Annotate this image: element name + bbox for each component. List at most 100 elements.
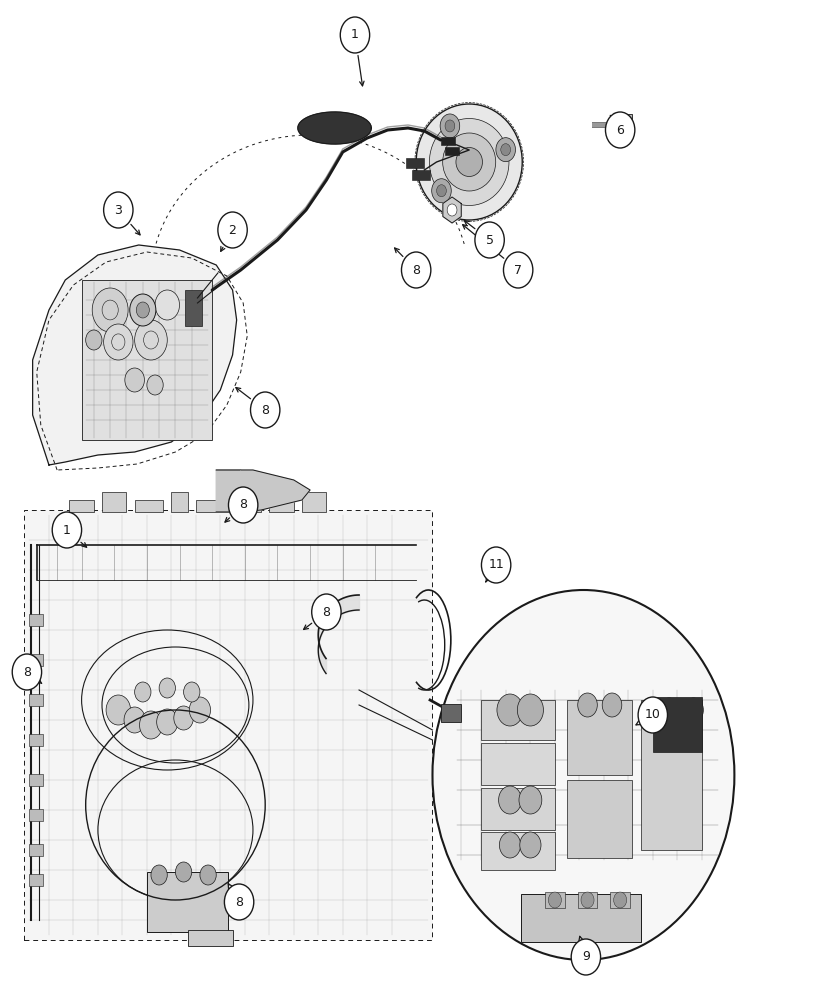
Circle shape — [175, 862, 192, 882]
Polygon shape — [443, 197, 461, 223]
Bar — [481, 832, 555, 870]
Circle shape — [218, 212, 247, 248]
Circle shape — [659, 698, 679, 722]
Circle shape — [189, 697, 211, 723]
Text: 5: 5 — [486, 233, 494, 246]
Circle shape — [519, 786, 542, 814]
Bar — [147, 872, 228, 932]
Bar — [82, 280, 212, 440]
Circle shape — [147, 375, 163, 395]
Bar — [29, 654, 43, 666]
Circle shape — [614, 892, 627, 908]
Ellipse shape — [416, 104, 522, 220]
Text: 8: 8 — [322, 605, 330, 618]
Bar — [269, 500, 294, 512]
Bar — [24, 510, 432, 940]
Bar — [623, 114, 632, 136]
Circle shape — [104, 192, 133, 228]
Bar — [545, 892, 565, 908]
Circle shape — [200, 865, 216, 885]
Bar — [302, 492, 326, 512]
Bar — [441, 137, 455, 145]
Circle shape — [12, 654, 42, 690]
Circle shape — [503, 252, 533, 288]
Bar — [29, 614, 43, 626]
Bar — [481, 700, 555, 740]
Text: 9: 9 — [582, 950, 590, 964]
Bar — [445, 147, 459, 155]
Circle shape — [447, 204, 457, 216]
Bar — [481, 743, 555, 785]
Circle shape — [481, 547, 511, 583]
Circle shape — [151, 865, 167, 885]
Circle shape — [496, 138, 516, 162]
Circle shape — [445, 120, 455, 132]
Bar — [412, 170, 430, 180]
Circle shape — [136, 302, 149, 318]
Circle shape — [140, 711, 162, 739]
Circle shape — [605, 112, 635, 148]
Circle shape — [520, 832, 541, 858]
Circle shape — [135, 682, 151, 702]
Text: 8: 8 — [239, 498, 247, 512]
Circle shape — [340, 17, 370, 53]
Polygon shape — [33, 245, 237, 465]
Circle shape — [251, 392, 280, 428]
Bar — [653, 697, 702, 752]
Text: 1: 1 — [63, 524, 71, 536]
Bar — [441, 704, 461, 722]
Circle shape — [432, 179, 451, 203]
Text: 8: 8 — [235, 896, 243, 908]
Circle shape — [602, 693, 622, 717]
Circle shape — [638, 697, 667, 733]
Bar — [578, 892, 597, 908]
Circle shape — [104, 324, 133, 360]
Circle shape — [159, 678, 175, 698]
Text: 11: 11 — [488, 558, 504, 572]
Ellipse shape — [442, 133, 495, 191]
Circle shape — [174, 706, 193, 730]
Circle shape — [106, 695, 131, 725]
Circle shape — [499, 786, 521, 814]
Bar — [567, 780, 632, 858]
Bar — [567, 700, 632, 775]
Ellipse shape — [456, 147, 482, 176]
Text: 7: 7 — [514, 263, 522, 276]
Polygon shape — [298, 112, 371, 144]
Circle shape — [501, 144, 511, 156]
Text: 6: 6 — [616, 123, 624, 136]
Bar — [188, 930, 233, 946]
Circle shape — [157, 709, 178, 735]
Bar — [135, 500, 163, 512]
Bar — [171, 492, 188, 512]
Circle shape — [155, 290, 180, 320]
Bar — [481, 788, 555, 830]
Text: 1: 1 — [351, 28, 359, 41]
Circle shape — [86, 330, 102, 350]
Circle shape — [224, 884, 254, 920]
Text: 8: 8 — [412, 263, 420, 276]
Circle shape — [125, 368, 144, 392]
Circle shape — [440, 114, 459, 138]
Text: 8: 8 — [23, 666, 31, 678]
Bar — [406, 158, 424, 168]
Text: 3: 3 — [114, 204, 122, 217]
Circle shape — [499, 832, 521, 858]
Bar — [237, 492, 261, 512]
Circle shape — [130, 294, 156, 326]
Circle shape — [437, 185, 446, 197]
Circle shape — [432, 590, 734, 960]
Text: 10: 10 — [645, 708, 661, 722]
Circle shape — [124, 707, 145, 733]
Circle shape — [135, 320, 167, 360]
Circle shape — [52, 512, 82, 548]
Polygon shape — [241, 470, 310, 512]
Polygon shape — [216, 470, 253, 512]
Bar — [185, 290, 202, 326]
Bar — [521, 894, 641, 942]
Bar — [29, 844, 43, 856]
Circle shape — [401, 252, 431, 288]
Circle shape — [312, 594, 341, 630]
Bar — [69, 500, 94, 512]
Circle shape — [497, 694, 523, 726]
